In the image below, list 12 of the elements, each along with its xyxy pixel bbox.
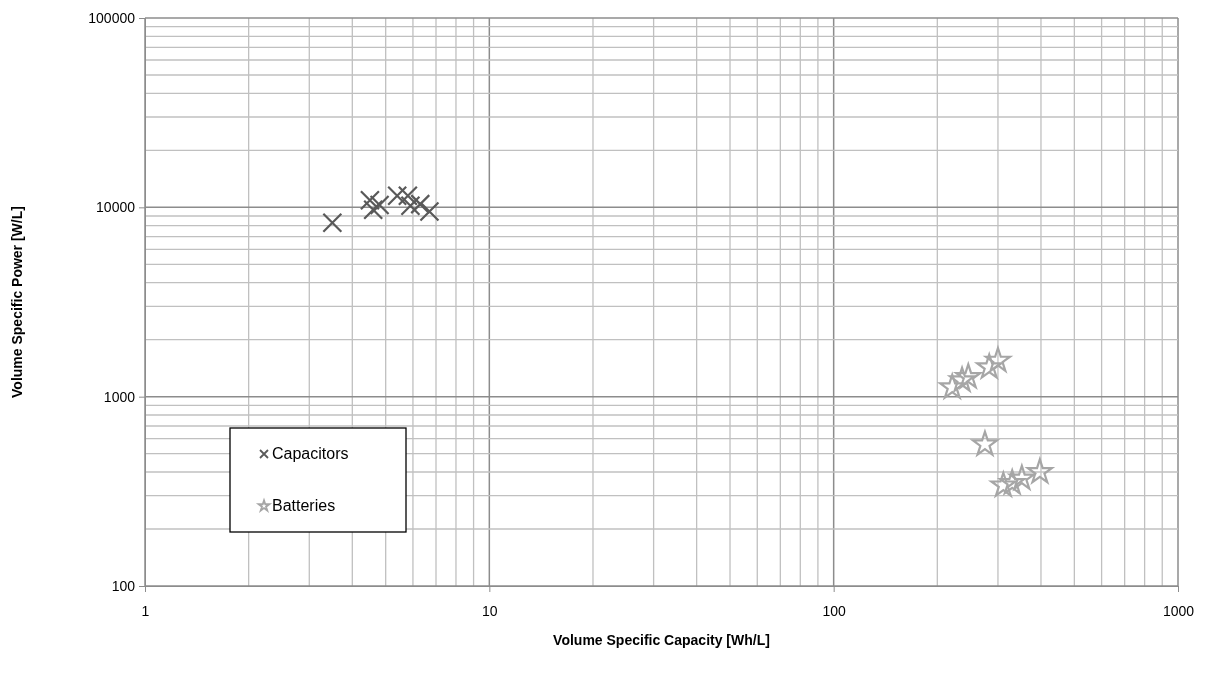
- x-tick-label: 1: [141, 602, 150, 619]
- x-tick-label: 1000: [1162, 602, 1195, 619]
- legend-label: Batteries: [272, 497, 336, 514]
- x-axis-title: Volume Specific Capacity [Wh/L]: [553, 632, 770, 648]
- y-tick-label: 10000: [96, 199, 136, 216]
- y-tick-label: 1000: [103, 388, 136, 405]
- x-tick-label: 10: [482, 602, 498, 619]
- y-tick-label: 100000: [88, 9, 136, 26]
- y-tick-label: 100: [111, 577, 136, 594]
- legend-label: Capacitors: [272, 445, 349, 462]
- x-tick-label: 100: [822, 602, 847, 619]
- y-axis-title: Volume Specific Power [W/L]: [9, 206, 25, 398]
